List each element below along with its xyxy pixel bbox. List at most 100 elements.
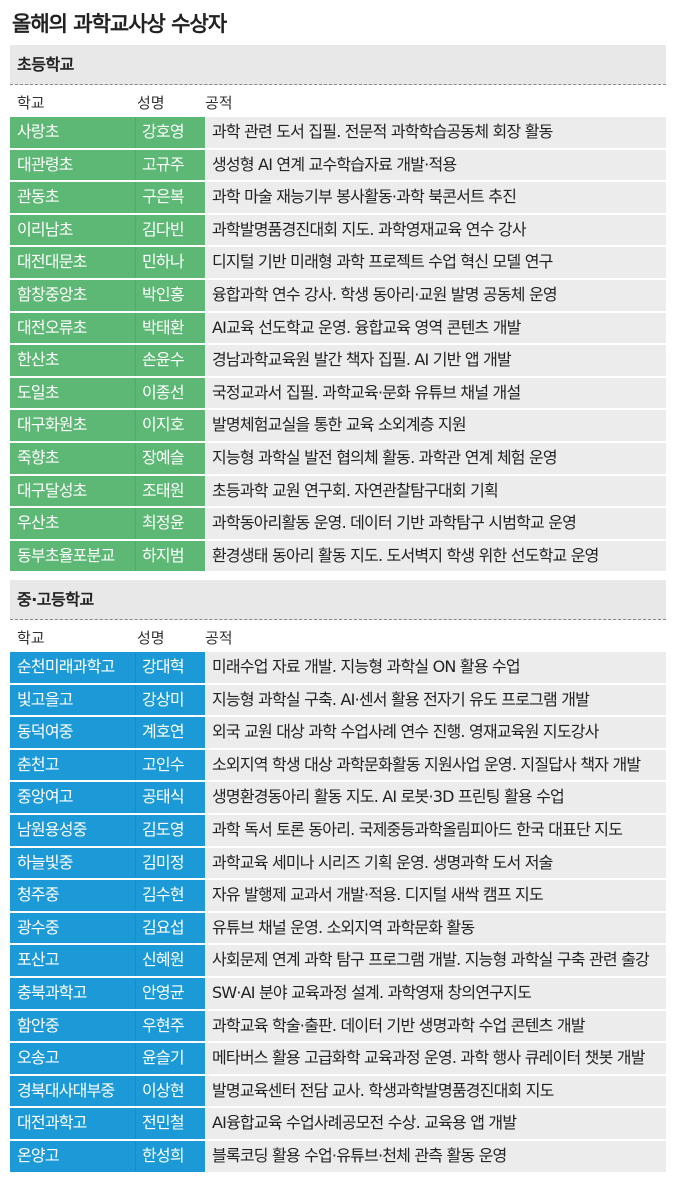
school-cell: 중앙여고 <box>10 782 135 813</box>
achievement-cell: AI교육 선도학교 운영. 융합교육 영역 콘텐츠 개발 <box>205 312 666 344</box>
table-row: 대전대문초 민하나 디지털 기반 미래형 과학 프로젝트 수업 혁신 모델 연구 <box>10 247 666 278</box>
school-cell: 함안중 <box>10 1010 135 1042</box>
achievement-cell: 외국 교원 대상 과학 수업사례 연수 진행. 영재교육원 지도강사 <box>205 717 666 748</box>
school-cell: 사랑초 <box>10 117 135 148</box>
achievement-cell: 생명환경동아리 활동 지도. AI 로봇·3D 프린팅 활용 수업 <box>205 782 666 813</box>
achievement-cell: 과학동아리활동 운영. 데이터 기반 과학탐구 시범학교 운영 <box>205 508 666 539</box>
achievement-cell: 과학 마술 재능기부 봉사활동·과학 북콘서트 추진 <box>205 182 666 213</box>
name-cell: 김요섭 <box>135 912 205 944</box>
table-row: 함안중 우현주 과학교육 학술·출판. 데이터 기반 생명과학 수업 콘텐츠 개발 <box>10 1010 666 1042</box>
school-cell: 온양고 <box>10 1140 135 1172</box>
school-cell: 대전오류초 <box>10 312 135 344</box>
section-heading: 초등학교 <box>10 45 666 85</box>
secondary-table: 순천미래과학고 강대혁 미래수업 자료 개발. 지능형 과학실 ON 활용 수업 빛고… <box>10 652 666 1172</box>
column-headers: 학교 성명 공적 <box>10 85 666 117</box>
name-cell: 우현주 <box>135 1010 205 1042</box>
col-header-school: 학교 <box>17 94 45 112</box>
column-headers: 학교 성명 공적 <box>10 620 666 652</box>
name-cell: 한성희 <box>135 1140 205 1172</box>
name-cell: 전민철 <box>135 1108 205 1139</box>
achievement-cell: 미래수업 자료 개발. 지능형 과학실 ON 활용 수업 <box>205 652 666 683</box>
school-cell: 죽향초 <box>10 442 135 474</box>
name-cell: 손윤수 <box>135 345 205 376</box>
name-cell: 강호영 <box>135 117 205 148</box>
name-cell: 강상미 <box>135 684 205 716</box>
school-cell: 남원용성중 <box>10 814 135 846</box>
school-cell: 오송고 <box>10 1043 135 1074</box>
table-row: 동부초율포분교 하지범 환경생태 동아리 활동 지도. 도서벽지 학생 위한 선도학… <box>10 540 666 572</box>
name-cell: 안영균 <box>135 977 205 1009</box>
table-row: 춘천고 고인수 소외지역 학생 대상 과학문화활동 지원사업 운영. 지질답사 책자… <box>10 749 666 781</box>
achievement-cell: 발명교육센터 전담 교사. 학생과학발명품경진대회 지도 <box>205 1075 666 1107</box>
achievement-cell: 자유 발행제 교과서 개발·적용. 디지털 새싹 캠프 지도 <box>205 880 666 911</box>
school-cell: 순천미래과학고 <box>10 652 135 683</box>
table-row: 하늘빛중 김미정 과학교육 세미나 시리즈 기획 운영. 생명과학 도서 저술 <box>10 847 666 879</box>
name-cell: 김미정 <box>135 847 205 879</box>
table-row: 경북대사대부중 이상현 발명교육센터 전담 교사. 학생과학발명품경진대회 지도 <box>10 1075 666 1107</box>
school-cell: 하늘빛중 <box>10 847 135 879</box>
school-cell: 포산고 <box>10 945 135 976</box>
school-cell: 대전대문초 <box>10 247 135 278</box>
school-cell: 이리남초 <box>10 214 135 246</box>
achievement-cell: 블록코딩 활용 수업·유튜브·천체 관측 활동 운영 <box>205 1140 666 1172</box>
name-cell: 공태식 <box>135 782 205 813</box>
name-cell: 계호연 <box>135 717 205 748</box>
school-cell: 대관령초 <box>10 149 135 181</box>
table-row: 사랑초 강호영 과학 관련 도서 집필. 전문적 과학학습공동체 회장 활동 <box>10 117 666 148</box>
table-row: 중앙여고 공태식 생명환경동아리 활동 지도. AI 로봇·3D 프린팅 활용 수업 <box>10 782 666 813</box>
school-cell: 관동초 <box>10 182 135 213</box>
school-cell: 동덕여중 <box>10 717 135 748</box>
secondary-section: 중·고등학교 학교 성명 공적 순천미래과학고 강대혁 미래수업 자료 개발. 지능… <box>10 580 666 1174</box>
school-cell: 대구화원초 <box>10 410 135 441</box>
name-cell: 강대혁 <box>135 652 205 683</box>
table-row: 함창중앙초 박인홍 융합과학 연수 강사. 학생 동아리·교원 발명 공동체 운영 <box>10 279 666 311</box>
name-cell: 이종선 <box>135 377 205 409</box>
name-cell: 고인수 <box>135 749 205 781</box>
name-cell: 박인홍 <box>135 279 205 311</box>
achievement-cell: 과학교육 세미나 시리즈 기획 운영. 생명과학 도서 저술 <box>205 847 666 879</box>
achievement-cell: 유튜브 채널 운영. 소외지역 과학문화 활동 <box>205 912 666 944</box>
table-row: 죽향초 장예슬 지능형 과학실 발전 협의체 활동. 과학관 연계 체험 운영 <box>10 442 666 474</box>
school-cell: 청주중 <box>10 880 135 911</box>
table-row: 이리남초 김다빈 과학발명품경진대회 지도. 과학영재교육 연수 강사 <box>10 214 666 246</box>
school-cell: 광수중 <box>10 912 135 944</box>
page-title: 올해의 과학교사상 수상자 <box>12 12 227 36</box>
table-row: 순천미래과학고 강대혁 미래수업 자료 개발. 지능형 과학실 ON 활용 수업 <box>10 652 666 683</box>
table-row: 청주중 김수현 자유 발행제 교과서 개발·적용. 디지털 새싹 캠프 지도 <box>10 880 666 911</box>
table-row: 한산초 손윤수 경남과학교육원 발간 책자 집필. AI 기반 앱 개발 <box>10 345 666 376</box>
achievement-cell: SW·AI 분야 교육과정 설계. 과학영재 창의연구지도 <box>205 977 666 1009</box>
name-cell: 구은복 <box>135 182 205 213</box>
school-cell: 대구달성초 <box>10 475 135 507</box>
elementary-table: 사랑초 강호영 과학 관련 도서 집필. 전문적 과학학습공동체 회장 활동 대관령초… <box>10 117 666 572</box>
col-header-school: 학교 <box>17 629 45 647</box>
achievement-cell: 과학교육 학술·출판. 데이터 기반 생명과학 수업 콘텐츠 개발 <box>205 1010 666 1042</box>
table-row: 광수중 김요섭 유튜브 채널 운영. 소외지역 과학문화 활동 <box>10 912 666 944</box>
name-cell: 조태원 <box>135 475 205 507</box>
achievement-cell: 메타버스 활용 고급화학 교육과정 운영. 과학 행사 큐레이터 챗봇 개발 <box>205 1043 666 1074</box>
school-cell: 경북대사대부중 <box>10 1075 135 1107</box>
section-heading: 중·고등학교 <box>10 580 666 620</box>
achievement-cell: 지능형 과학실 발전 협의체 활동. 과학관 연계 체험 운영 <box>205 442 666 474</box>
name-cell: 고규주 <box>135 149 205 181</box>
achievement-cell: 생성형 AI 연계 교수학습자료 개발·적용 <box>205 149 666 181</box>
col-header-name: 성명 <box>137 629 165 647</box>
achievement-cell: 사회문제 연계 과학 탐구 프로그램 개발. 지능형 과학실 구축 관련 출강 <box>205 945 666 976</box>
achievement-cell: 과학발명품경진대회 지도. 과학영재교육 연수 강사 <box>205 214 666 246</box>
achievement-cell: 경남과학교육원 발간 책자 집필. AI 기반 앱 개발 <box>205 345 666 376</box>
name-cell: 최정윤 <box>135 508 205 539</box>
table-row: 포산고 신혜원 사회문제 연계 과학 탐구 프로그램 개발. 지능형 과학실 구축 … <box>10 945 666 976</box>
table-row: 대구달성초 조태원 초등과학 교원 연구회. 자연관찰탐구대회 기획 <box>10 475 666 507</box>
achievement-cell: 융합과학 연수 강사. 학생 동아리·교원 발명 공동체 운영 <box>205 279 666 311</box>
table-row: 대전오류초 박태환 AI교육 선도학교 운영. 융합교육 영역 콘텐츠 개발 <box>10 312 666 344</box>
achievement-cell: 지능형 과학실 구축. AI·센서 활용 전자기 유도 프로그램 개발 <box>205 684 666 716</box>
name-cell: 김수현 <box>135 880 205 911</box>
name-cell: 민하나 <box>135 247 205 278</box>
achievement-cell: 과학 관련 도서 집필. 전문적 과학학습공동체 회장 활동 <box>205 117 666 148</box>
achievement-cell: 발명체험교실을 통한 교육 소외계층 지원 <box>205 410 666 441</box>
achievement-cell: 과학 독서 토론 동아리. 국제중등과학올림피아드 한국 대표단 지도 <box>205 814 666 846</box>
school-cell: 우산초 <box>10 508 135 539</box>
table-row: 대전과학고 전민철 AI융합교육 수업사례공모전 수상. 교육용 앱 개발 <box>10 1108 666 1139</box>
table-row: 충북과학고 안영균 SW·AI 분야 교육과정 설계. 과학영재 창의연구지도 <box>10 977 666 1009</box>
name-cell: 이상현 <box>135 1075 205 1107</box>
name-cell: 장예슬 <box>135 442 205 474</box>
